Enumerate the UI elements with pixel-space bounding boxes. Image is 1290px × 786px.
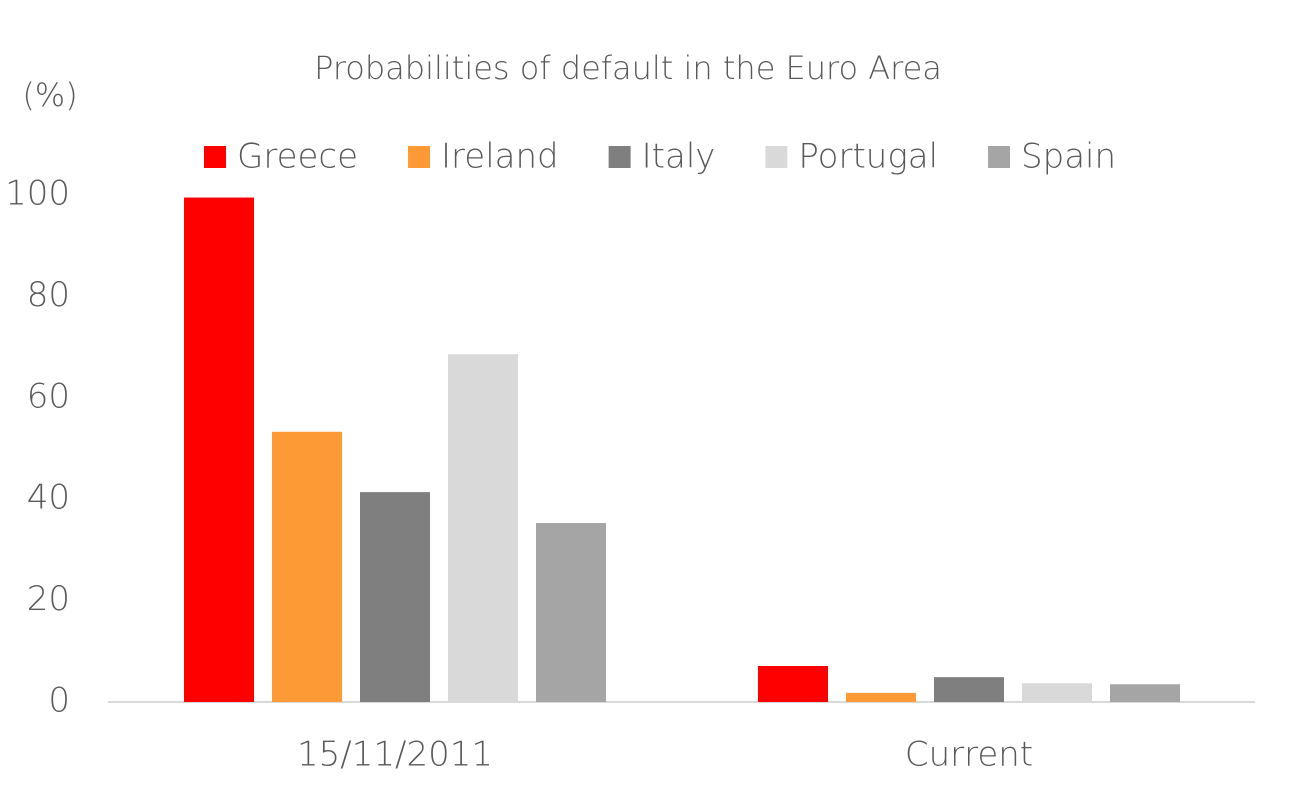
legend-label: Portugal: [798, 137, 938, 177]
bar: [536, 523, 606, 702]
chart-title: Probabilities of default in the Euro Are…: [314, 49, 942, 87]
legend-swatch: [204, 146, 226, 168]
legend-swatch: [408, 146, 431, 168]
bar: [758, 666, 828, 702]
legend-swatch: [765, 146, 788, 168]
legend-swatch: [608, 146, 631, 168]
y-tick-label: 60: [27, 376, 70, 416]
legend-label: Greece: [237, 137, 358, 177]
legend-swatch: [988, 146, 1011, 168]
y-tick-label: 100: [5, 174, 70, 214]
bar: [184, 197, 254, 702]
bar: [360, 492, 430, 702]
x-tick-label: 15/11/2011: [297, 735, 493, 775]
bar: [1022, 683, 1092, 702]
legend-label: Italy: [642, 137, 716, 177]
bar: [846, 692, 916, 702]
legend-label: Ireland: [441, 137, 559, 177]
bar: [272, 431, 342, 702]
y-tick-label: 0: [48, 681, 70, 721]
y-tick-label: 80: [27, 275, 70, 315]
bar: [448, 354, 518, 702]
y-tick-label: 40: [27, 478, 70, 518]
legend-label: Spain: [1021, 137, 1116, 177]
bar: [1110, 684, 1180, 702]
y-axis-label: (%): [22, 76, 77, 114]
x-tick-label: Current: [905, 735, 1033, 775]
bar: [934, 677, 1004, 702]
y-tick-label: 20: [27, 579, 70, 619]
